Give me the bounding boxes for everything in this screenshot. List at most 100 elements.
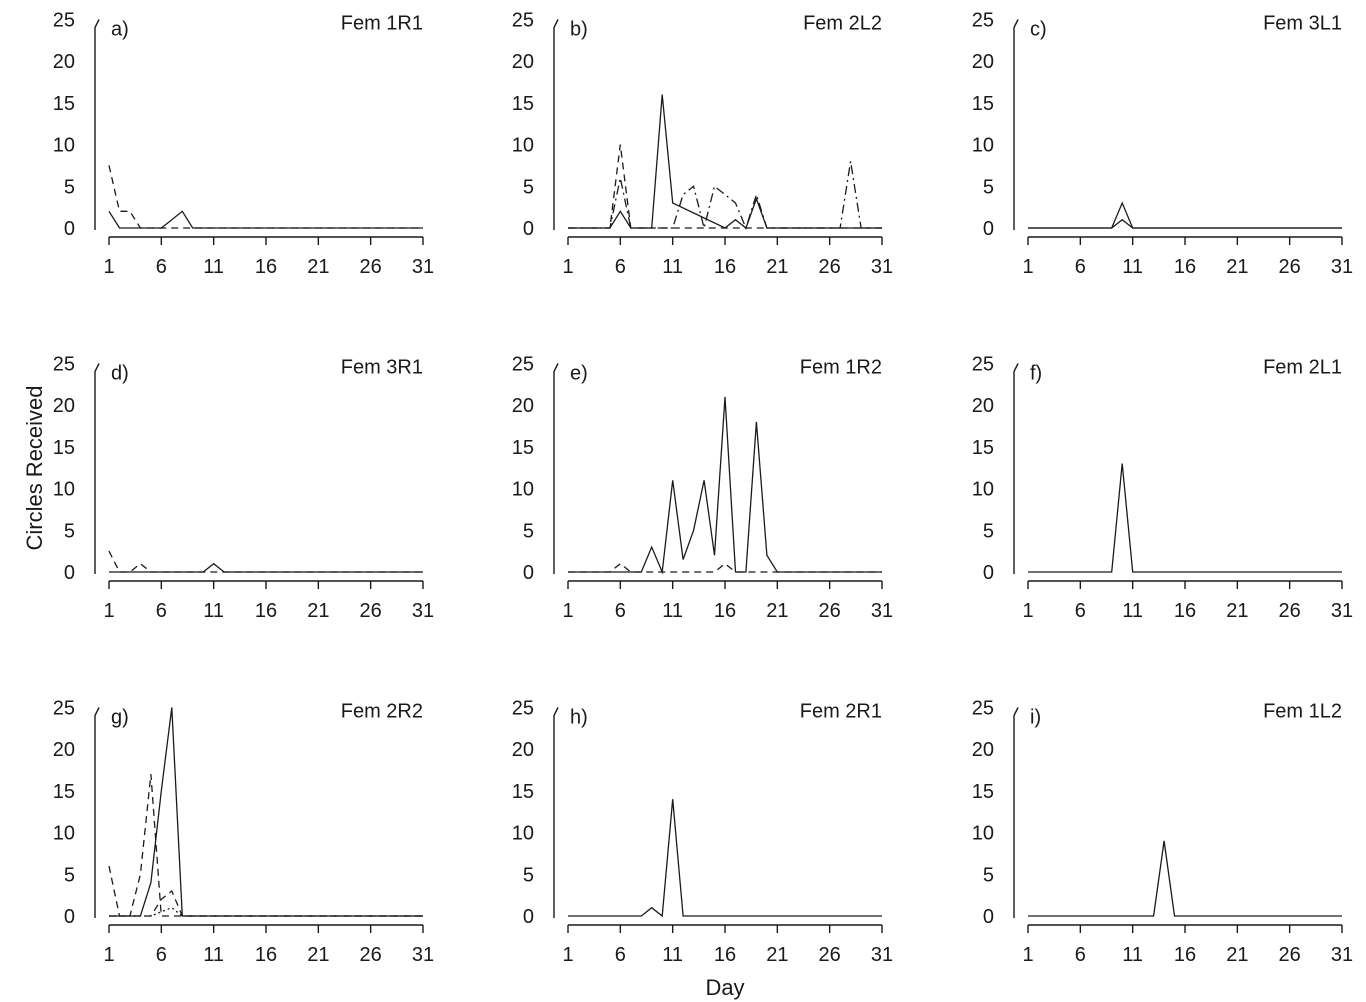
y-tick-label: 15 [512,93,534,115]
y-tick-label: 20 [512,395,534,417]
x-tick-label: 26 [819,600,841,622]
y-axis-line [1013,707,1019,918]
x-tick-label: 31 [1331,600,1353,622]
series-line [568,161,882,230]
series-line [109,562,423,573]
y-tick-label: 5 [64,176,75,198]
x-tick-label: 31 [412,256,434,278]
y-axis-line [553,19,559,230]
panel-letter: b) [570,19,588,41]
panel-letter: a) [111,19,129,41]
y-tick-label: 5 [523,864,534,886]
x-tick-label: 6 [1075,256,1086,278]
y-tick-label: 0 [523,906,534,928]
x-tick-label: 6 [615,256,626,278]
y-tick-label: 10 [53,479,75,501]
series-line [568,144,882,229]
y-axis-line [94,707,100,918]
panel-title: Fem 1R1 [341,13,423,35]
x-tick-label: 16 [255,944,277,966]
x-tick-label: 1 [1022,600,1033,622]
y-tick-label: 15 [972,437,994,459]
x-tick-label: 21 [307,600,329,622]
x-tick-label: 11 [662,256,683,278]
panel-title: Fem 2R2 [341,701,423,723]
y-tick-label: 20 [512,51,534,73]
y-tick-label: 20 [972,395,994,417]
y-tick-label: 20 [53,395,75,417]
x-tick-label: 16 [714,600,736,622]
x-tick-label: 21 [1226,600,1248,622]
y-tick-label: 0 [523,218,534,240]
x-tick-label: 16 [255,600,277,622]
y-tick-label: 0 [983,906,994,928]
x-tick-label: 1 [1022,944,1033,966]
x-tick-label: 1 [103,256,114,278]
y-tick-label: 25 [53,10,75,32]
panel-title: Fem 2L1 [1263,357,1342,379]
y-tick-label: 0 [983,218,994,240]
y-tick-label: 25 [53,354,75,376]
x-tick-label: 11 [662,944,683,966]
y-tick-label: 10 [512,479,534,501]
y-tick-label: 0 [64,562,75,584]
y-tick-label: 20 [512,739,534,761]
y-tick-label: 5 [983,176,994,198]
y-tick-label: 10 [53,823,75,845]
series-line [1028,840,1342,917]
x-tick-label: 6 [615,944,626,966]
y-axis-line [553,707,559,918]
y-tick-label: 20 [53,739,75,761]
y-tick-label: 10 [512,823,534,845]
x-tick-label: 16 [255,256,277,278]
x-tick-label: 11 [203,600,224,622]
y-tick-label: 5 [523,520,534,542]
x-tick-label: 26 [360,944,382,966]
x-tick-label: 26 [360,256,382,278]
series-line [568,562,882,573]
y-axis-line [553,363,559,574]
panel-letter: c) [1030,19,1047,41]
x-tick-label: 31 [871,600,893,622]
panel-letter: e) [570,363,588,385]
y-tick-label: 10 [972,823,994,845]
y-tick-label: 15 [53,781,75,803]
y-tick-label: 20 [972,51,994,73]
series-line [568,94,882,230]
panel-letter: g) [111,707,129,729]
y-tick-label: 10 [972,135,994,157]
panel-title: Fem 1L2 [1263,701,1342,723]
series-line [109,889,423,917]
y-tick-label: 15 [972,781,994,803]
x-tick-label: 6 [156,600,167,622]
x-tick-label: 31 [412,944,434,966]
y-tick-label: 10 [512,135,534,157]
x-tick-label: 16 [1174,256,1196,278]
y-tick-label: 20 [53,51,75,73]
x-tick-label: 6 [1075,600,1086,622]
x-tick-label: 31 [871,256,893,278]
x-tick-label: 21 [307,256,329,278]
x-tick-label: 6 [156,256,167,278]
x-tick-label: 11 [203,944,224,966]
y-tick-label: 15 [53,93,75,115]
panel-title: Fem 3R1 [341,357,423,379]
series-line [108,165,423,229]
y-axis-line [1013,363,1019,574]
series-line [568,799,882,918]
x-tick-label: 26 [819,944,841,966]
x-tick-label: 16 [1174,944,1196,966]
x-tick-label: 26 [360,600,382,622]
series-line [109,906,423,917]
y-tick-label: 5 [64,864,75,886]
x-tick-label: 21 [1226,256,1248,278]
x-tick-label: 31 [1331,256,1353,278]
x-tick-label: 1 [103,944,114,966]
x-tick-label: 16 [1174,600,1196,622]
